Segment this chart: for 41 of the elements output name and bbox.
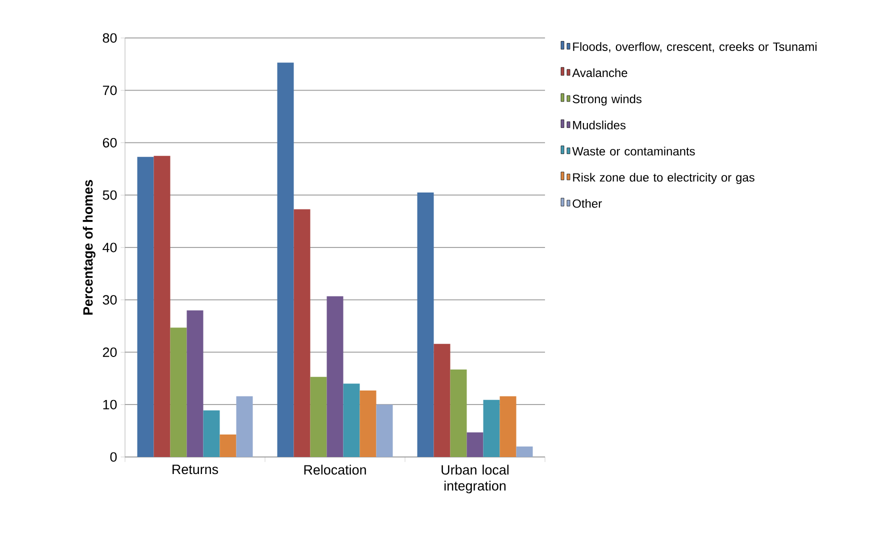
bar bbox=[220, 434, 236, 457]
bar bbox=[137, 156, 154, 457]
bar bbox=[186, 310, 204, 457]
y-tick-label: 20 bbox=[102, 347, 117, 357]
y-tick-label: 80 bbox=[102, 33, 117, 43]
bar bbox=[434, 344, 450, 457]
bar bbox=[343, 384, 360, 457]
legend-label: Risk zone due to electricity or gas bbox=[573, 172, 754, 184]
bar bbox=[154, 156, 170, 457]
bar bbox=[450, 370, 467, 457]
bar bbox=[203, 410, 220, 457]
y-tick-label: 50 bbox=[102, 190, 117, 200]
bar bbox=[466, 432, 484, 457]
bar bbox=[310, 376, 327, 457]
legend-label: Avalanche bbox=[572, 68, 628, 78]
y-axis-title: Percentage of homes bbox=[82, 180, 96, 315]
legend-label: Other bbox=[572, 199, 602, 208]
y-tick-label: 10 bbox=[103, 400, 117, 410]
bar bbox=[170, 328, 187, 457]
legend-label: Mudslides bbox=[573, 120, 626, 130]
bar bbox=[294, 209, 310, 457]
legend-label: Waste or contaminants bbox=[572, 146, 695, 156]
legend-label: Strong winds bbox=[572, 94, 642, 106]
legend-label: Floods, overflow, crescent, creeks or Tsunami bbox=[573, 42, 816, 52]
y-tick-label: 40 bbox=[102, 242, 117, 252]
bar bbox=[236, 396, 253, 457]
bar bbox=[516, 446, 533, 457]
bar bbox=[483, 400, 500, 457]
y-tick-label: 60 bbox=[102, 138, 117, 148]
x-tick-label: Returns bbox=[172, 464, 218, 474]
x-tick-label: Urban local integration bbox=[442, 464, 508, 494]
bar bbox=[326, 296, 344, 457]
x-tick-label: Relocation bbox=[304, 464, 366, 475]
bar bbox=[417, 192, 434, 457]
bar bbox=[277, 62, 294, 457]
bar bbox=[360, 390, 376, 457]
bar bbox=[500, 396, 516, 457]
y-tick-label: 30 bbox=[102, 295, 117, 305]
y-tick-label: 0 bbox=[110, 452, 117, 462]
bar bbox=[376, 404, 393, 457]
y-tick-label: 70 bbox=[102, 86, 117, 96]
